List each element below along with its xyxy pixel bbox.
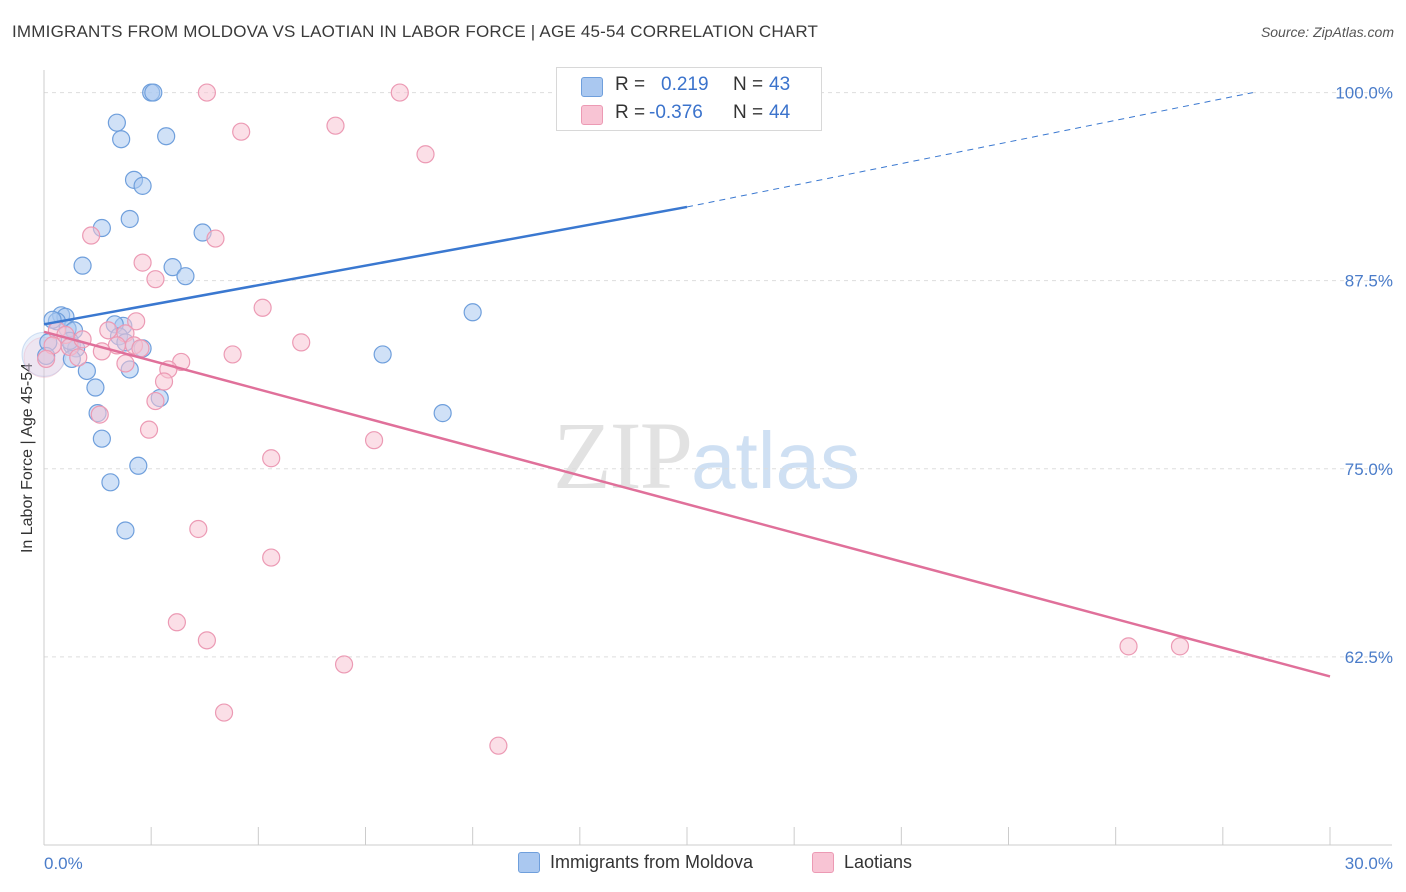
laotian-point [37, 349, 56, 369]
moldova-point [144, 83, 163, 102]
laotian-point [99, 321, 118, 340]
legend-n-value: 44 [769, 102, 791, 123]
moldova-point [163, 258, 182, 277]
watermark-zip: ZIP [553, 402, 693, 509]
moldova-point [463, 303, 482, 322]
x-tick-label: 30.0% [1345, 854, 1393, 873]
laotian-point [133, 253, 152, 272]
y-tick-label: 75.0% [1345, 460, 1393, 479]
laotian-point [232, 122, 251, 141]
laotian-legend-swatch [812, 852, 834, 873]
correlation-legend: R = 0.219 N = 43 R = -0.376 N = 44 [556, 67, 822, 131]
moldova-point [433, 404, 452, 423]
laotian-point [82, 226, 101, 245]
moldova-point [86, 378, 105, 397]
laotian-point [390, 83, 409, 102]
laotian-point [197, 83, 216, 102]
moldova-point [133, 176, 152, 195]
moldova-point [92, 429, 111, 448]
laotian-point [489, 736, 508, 755]
moldova-point [157, 127, 176, 146]
laotian-point [154, 372, 174, 391]
y-tick-label: 100.0% [1335, 84, 1393, 103]
source-label: Source: ZipAtlas.com [1260, 24, 1394, 40]
laotian-point [262, 548, 281, 567]
laotian-trendline [43, 330, 1331, 678]
laotian-point [214, 703, 234, 722]
moldova-point [129, 456, 148, 475]
moldova-point [77, 361, 96, 381]
laotian-point [416, 145, 435, 164]
moldova-swatch [581, 77, 603, 97]
laotian-point [1170, 637, 1190, 656]
moldova-point [373, 345, 392, 364]
laotian-point [326, 116, 345, 135]
laotian-point [253, 298, 272, 317]
moldova-point [116, 521, 135, 540]
laotian-point [262, 449, 281, 468]
watermark: ZIPatlas [553, 400, 860, 511]
legend-n-label: N = [733, 74, 764, 95]
legend-label-moldova: Immigrants from Moldova [550, 852, 754, 872]
laotian-point [116, 354, 135, 373]
y-tick-label: 62.5% [1345, 648, 1393, 667]
laotian-point [334, 655, 354, 674]
laotian-point [90, 405, 109, 424]
laotian-point [69, 348, 88, 367]
moldova-trendline [43, 205, 688, 326]
laotian-point [127, 312, 146, 331]
series-legend: Immigrants from Moldova Laotians [0, 852, 1406, 876]
laotian-point [223, 345, 242, 364]
legend-row-laotian: R = -0.376 N = 44 [557, 102, 821, 128]
laotian-point [206, 229, 225, 248]
x-tick-label: 0.0% [44, 854, 83, 873]
laotian-point [131, 339, 150, 358]
watermark-atlas: atlas [691, 416, 860, 505]
moldova-trendline-extension [686, 92, 1253, 208]
moldova-legend-swatch [518, 852, 540, 873]
legend-r-label: R = [615, 102, 646, 123]
laotian-swatch [581, 105, 603, 125]
moldova-point [101, 473, 120, 492]
laotian-point [292, 333, 311, 352]
legend-item-moldova: Immigrants from Moldova [518, 852, 753, 873]
laotian-point [189, 519, 208, 539]
laotian-point [146, 391, 165, 411]
laotian-point [364, 431, 384, 450]
moldova-point [73, 256, 92, 275]
legend-r-label: R = [615, 74, 646, 95]
moldova-point [112, 130, 131, 149]
moldova-point [107, 113, 126, 132]
laotian-point [167, 613, 186, 632]
chart-title: IMMIGRANTS FROM MOLDOVA VS LAOTIAN IN LA… [12, 22, 819, 41]
laotian-point [1119, 637, 1138, 656]
legend-item-laotian: Laotians [812, 852, 912, 873]
legend-r-value: 0.219 [661, 74, 709, 95]
laotian-point [146, 270, 165, 289]
legend-row-moldova: R = 0.219 N = 43 [557, 74, 821, 100]
laotian-point [139, 420, 159, 439]
legend-n-label: N = [733, 102, 764, 123]
legend-r-value: -0.376 [649, 102, 703, 123]
y-tick-label: 87.5% [1345, 272, 1393, 291]
moldova-point [176, 267, 195, 286]
legend-label-laotian: Laotians [844, 852, 913, 872]
laotian-point [197, 631, 216, 650]
moldova-point [120, 209, 139, 229]
legend-n-value: 43 [769, 74, 791, 95]
